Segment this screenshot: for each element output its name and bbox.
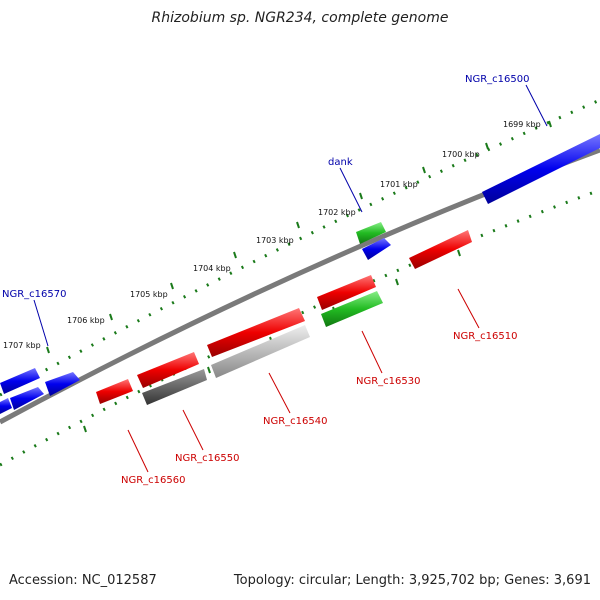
rna-genes[interactable] [321,222,386,327]
pseudo-genes[interactable] [142,325,310,405]
gene-blue-small-1[interactable] [362,238,391,260]
scale-label: 1704 kbp [193,264,231,273]
gene-NGR_c16540[interactable] [207,308,305,357]
scale-label: 1703 kbp [256,236,294,245]
label-leaders [33,84,548,473]
gene-label-NGR_c16510: NGR_c16510 [453,331,518,342]
gene-label-NGR_c16540: NGR_c16540 [263,416,328,427]
scale-label: 1706 kbp [67,316,105,325]
scale-label: 1705 kbp [130,290,168,299]
scale-label: 1702 kbp [318,208,356,217]
accession-text: Accession: NC_012587 [9,573,157,588]
gene-red-2[interactable] [317,275,376,310]
gene-blue-small-4[interactable] [0,398,12,414]
gene-NGR_c16570[interactable] [0,368,40,394]
gene-label-NGR_c16500: NGR_c16500 [465,74,530,85]
gene-red-4[interactable] [137,352,199,388]
gene-label-NGR_c16550: NGR_c16550 [175,453,240,464]
forward-genes[interactable] [0,134,600,414]
gene-green-2[interactable] [321,291,383,327]
gene-blue-small-3[interactable] [10,387,44,410]
gene-NGR_c16530-grey[interactable] [211,325,310,378]
gene-NGR_c16510[interactable] [409,230,472,269]
gene-label-dank: dank [328,157,353,168]
gene-label-NGR_c16570: NGR_c16570 [2,289,67,300]
scale-label: 1700 kbp [442,150,480,159]
scale-label: 1699 kbp [503,120,541,129]
outer-scale-track [0,98,600,397]
scale-label: 1701 kbp [380,180,418,189]
gene-label-NGR_c16560: NGR_c16560 [121,475,186,486]
scale-label: 1707 kbp [3,341,41,350]
gene-NGR_c16560[interactable] [96,379,133,404]
topology-text: Topology: circular; Length: 3,925,702 bp… [233,573,591,588]
gene-NGR_c16500[interactable] [482,134,600,204]
gene-NGR_c16550[interactable] [142,369,207,405]
scale-labels: 1699 kbp 1700 kbp 1701 kbp 1702 kbp 1703… [3,120,541,350]
gene-labels: NGR_c16500 dank NGR_c16570 NGR_c16510 NG… [2,74,530,486]
map-title: Rhizobium sp. NGR234, complete genome [151,10,449,26]
gene-label-NGR_c16530: NGR_c16530 [356,376,421,387]
reverse-genes[interactable] [96,230,472,404]
gene-blue-small-2[interactable] [45,372,80,396]
gene-dank[interactable] [356,222,386,244]
